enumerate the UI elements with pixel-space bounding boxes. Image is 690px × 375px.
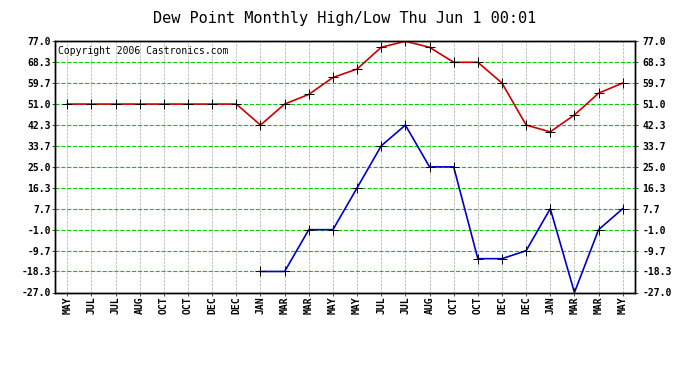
Text: Copyright 2006 Castronics.com: Copyright 2006 Castronics.com [58, 46, 228, 56]
Text: Dew Point Monthly High/Low Thu Jun 1 00:01: Dew Point Monthly High/Low Thu Jun 1 00:… [153, 11, 537, 26]
